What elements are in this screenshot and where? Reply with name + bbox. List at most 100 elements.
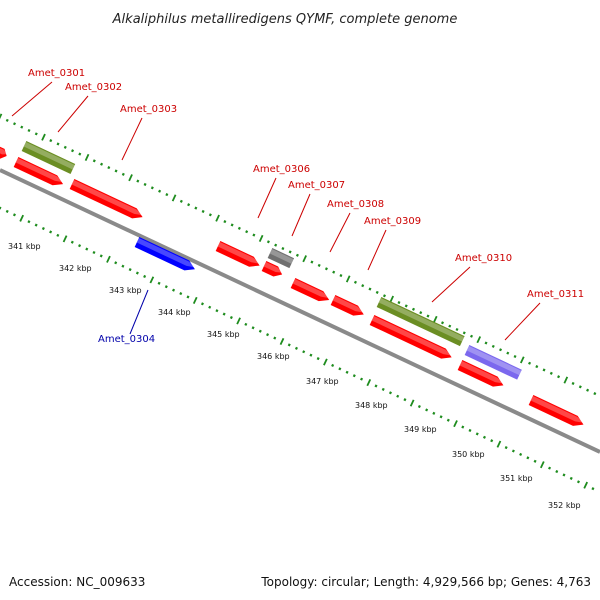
minor-tick (41, 226, 45, 231)
cds-arrow (13, 157, 64, 186)
minor-tick (237, 226, 241, 230)
minor-tick (172, 288, 176, 292)
minor-tick (230, 223, 234, 227)
minor-tick (317, 263, 321, 267)
minor-tick (533, 459, 537, 463)
minor-tick (332, 270, 336, 274)
minor-tick (542, 368, 546, 372)
minor-tick (222, 312, 226, 316)
minor-tick (470, 334, 474, 338)
minor-tick (338, 367, 342, 371)
minor-tick (215, 309, 219, 313)
minor-tick (506, 351, 510, 355)
minor-tick (78, 152, 82, 156)
minor-tick (128, 268, 132, 272)
minor-tick (12, 213, 16, 217)
gene-label: Amet_0303 (120, 104, 177, 115)
outer-tick-ring (0, 113, 597, 396)
gene-label: Amet_0308 (327, 199, 384, 210)
minor-tick (266, 240, 270, 244)
major-tick (171, 194, 177, 202)
minor-tick (446, 418, 450, 422)
grey-feature-block (267, 248, 295, 269)
genome-backbone (0, 168, 600, 454)
minor-tick (85, 247, 89, 251)
minor-tick (331, 363, 335, 367)
leader-line (11, 81, 53, 117)
minor-tick (557, 375, 561, 379)
minor-tick (27, 128, 31, 133)
major-tick (215, 214, 220, 222)
minor-tick (586, 388, 590, 392)
minor-tick (49, 230, 53, 234)
minor-tick (99, 254, 103, 258)
minor-tick (316, 357, 320, 361)
major-tick (520, 356, 525, 364)
gene-label: Amet_0309 (364, 216, 421, 227)
leader-line (504, 302, 541, 341)
major-tick (366, 379, 372, 387)
gene-label: Amet_0302 (65, 82, 122, 93)
minor-tick (295, 253, 299, 257)
minor-tick (425, 408, 429, 412)
minor-tick (252, 233, 256, 237)
minor-tick (121, 264, 125, 268)
inner-tick-ring (0, 206, 595, 491)
minor-tick (455, 327, 459, 332)
minor-tick (374, 384, 378, 388)
leader-line (57, 95, 89, 133)
scale-tick-label: 346 kbp (257, 352, 290, 361)
minor-tick (187, 203, 191, 207)
minor-tick (70, 240, 74, 244)
minor-tick (419, 311, 423, 315)
minor-tick (71, 149, 75, 153)
minor-tick (571, 381, 575, 386)
scale-tick-label: 345 kbp (207, 330, 240, 339)
minor-tick (440, 321, 445, 325)
minor-tick (157, 281, 161, 285)
minor-tick (223, 220, 227, 224)
minor-tick (165, 193, 169, 197)
minor-tick (179, 199, 183, 203)
minor-tick (576, 480, 580, 484)
gene-labels: Amet_0301 Amet_0302 Amet_0303 Amet_0304 Amet… (28, 68, 584, 345)
minor-tick (504, 446, 508, 450)
minor-tick (548, 466, 552, 470)
minor-tick (266, 333, 270, 337)
minor-tick (251, 326, 255, 330)
major-tick (540, 461, 545, 469)
major-tick (583, 481, 589, 489)
minor-tick (302, 350, 306, 354)
major-tick (345, 275, 351, 283)
gene-label: Amet_0301 (28, 68, 85, 79)
minor-tick (468, 428, 472, 433)
minor-tick (136, 179, 140, 183)
minor-tick (562, 473, 566, 477)
minor-tick (114, 261, 118, 265)
minor-tick (375, 290, 379, 294)
minor-tick (569, 476, 573, 480)
major-tick (476, 336, 482, 344)
minor-tick (179, 292, 183, 296)
leader-line (291, 193, 311, 237)
minor-tick (591, 487, 595, 491)
cds-arrow (330, 295, 365, 316)
minor-tick (526, 456, 530, 460)
minor-tick (381, 387, 385, 391)
major-tick (323, 358, 328, 366)
reverse-cds-arrow (134, 237, 196, 271)
minor-tick (403, 398, 407, 402)
minor-tick (135, 271, 139, 275)
minor-tick (513, 354, 517, 359)
minor-tick (201, 209, 205, 214)
minor-tick (490, 439, 494, 443)
minor-tick (288, 250, 292, 254)
minor-tick (194, 206, 198, 210)
major-tick (409, 399, 415, 407)
minor-tick (229, 315, 233, 320)
cds-arrow (369, 315, 453, 359)
scale-tick-label: 350 kbp (452, 450, 485, 459)
minor-tick (439, 415, 443, 419)
scale-tick-label: 348 kbp (355, 401, 388, 410)
minor-tick (208, 213, 212, 217)
